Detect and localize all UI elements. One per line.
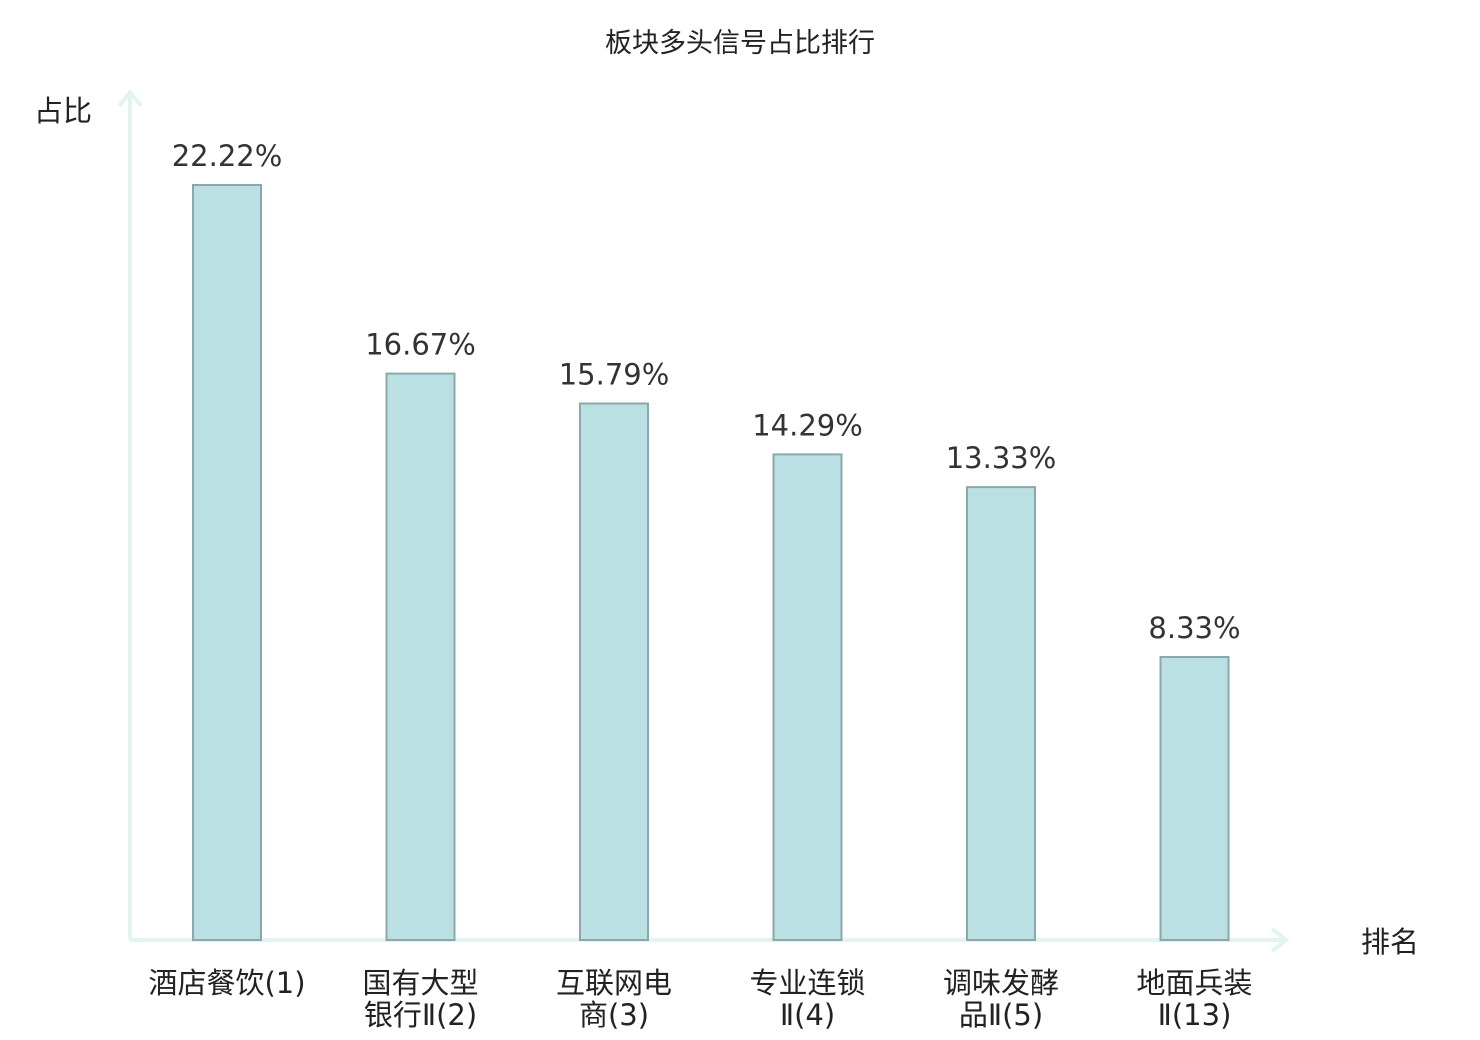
x-tick-label-line: 国有大型 [362, 966, 478, 1000]
x-tick-label-2: 国有大型银行Ⅱ(2) [362, 966, 478, 1032]
value-label-2: 16.67% [365, 328, 476, 362]
x-axis-label: 排名 [1361, 925, 1419, 959]
value-label-6: 8.33% [1148, 611, 1240, 645]
bar-2 [385, 372, 456, 942]
x-tick-label-line: Ⅱ(4) [780, 998, 835, 1032]
x-tick-label-line: 调味发酵 [943, 966, 1059, 1000]
bar-6 [1159, 656, 1230, 941]
x-axis-arrow-icon [1270, 927, 1290, 953]
chart-title: 板块多头信号占比排行 [605, 28, 875, 59]
x-tick-label-1: 酒店餐饮(1) [148, 966, 305, 1000]
x-tick-label-line: 银行Ⅱ(2) [364, 998, 477, 1032]
y-axis-label: 占比 [34, 94, 92, 128]
x-tick-label-5: 调味发酵品Ⅱ(5) [943, 966, 1059, 1032]
bar-3 [579, 402, 649, 941]
bar-4 [772, 453, 843, 941]
x-tick-label-4: 专业连锁 Ⅱ(4) [749, 966, 865, 1032]
x-tick-label-line: 互联网电 [556, 966, 672, 1000]
x-tick-labels: 酒店餐饮(1) 国有大型银行Ⅱ(2) 互联网电商(3) 专业连锁 Ⅱ(4) 调味发酵品Ⅱ(… [148, 966, 1252, 1032]
y-axis-arrow-icon [117, 88, 143, 108]
value-labels: 22.22% 16.67% 15.79% 14.29% 13.33% 8.33% [172, 139, 1241, 645]
x-tick-label-6: 地面兵装 Ⅱ(13) [1136, 966, 1252, 1032]
bar-1 [192, 184, 262, 941]
x-tick-label-line: 地面兵装 [1136, 966, 1252, 1000]
x-tick-label-line: 品Ⅱ(5) [959, 998, 1043, 1032]
bar-5 [966, 486, 1036, 941]
bars [192, 184, 1230, 942]
value-label-5: 13.33% [946, 441, 1057, 475]
x-tick-label-line: Ⅱ(13) [1158, 998, 1232, 1032]
value-label-3: 15.79% [559, 358, 670, 392]
value-label-1: 22.22% [172, 139, 283, 173]
x-tick-label-line: 商(3) [579, 998, 649, 1032]
value-label-4: 14.29% [752, 408, 863, 442]
axes [117, 88, 1290, 953]
x-tick-label-3: 互联网电商(3) [556, 966, 672, 1032]
x-tick-label-line: 专业连锁 [749, 966, 865, 1000]
x-tick-label-line: 酒店餐饮(1) [148, 966, 305, 1000]
